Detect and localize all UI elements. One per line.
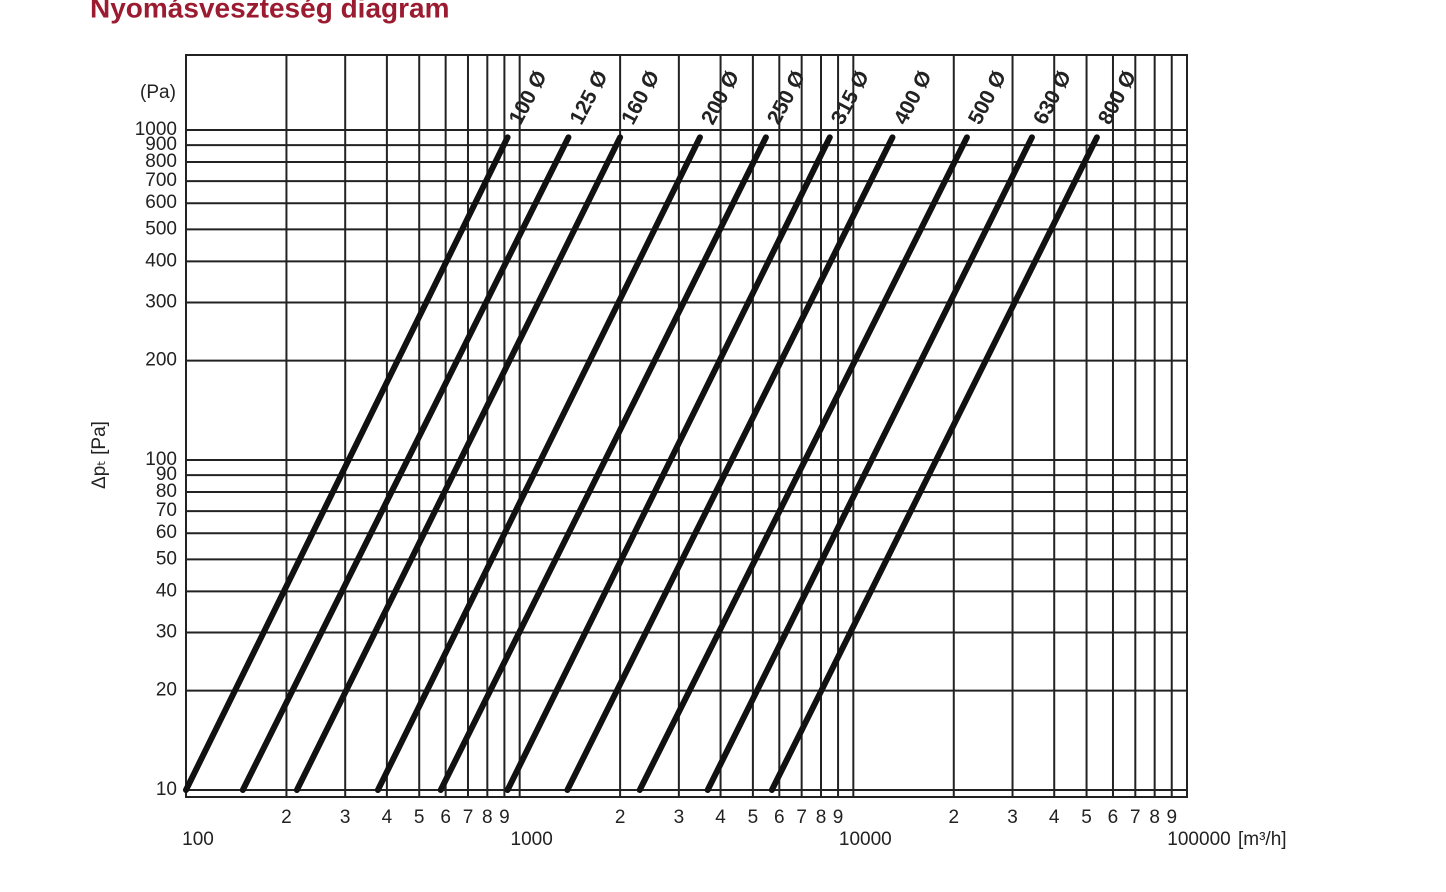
x-tick-label: 4 (715, 807, 726, 828)
x-tick-label: 9 (499, 807, 510, 828)
y-tick-label: 80 (156, 481, 177, 502)
x-tick-label: 6 (1108, 807, 1119, 828)
y-tick-label: 70 (156, 500, 177, 521)
series-line (504, 134, 833, 793)
x-tick-label: 10000 (839, 829, 892, 850)
y-tick-label: 800 (145, 151, 177, 172)
y-tick-label: 700 (145, 170, 177, 191)
x-tick-label: 2 (281, 807, 292, 828)
y-tick-label: 900 (145, 134, 177, 155)
x-unit: [m³/h] (1238, 829, 1287, 850)
series-label: 630 Ø (1029, 67, 1076, 128)
x-tick-label: 8 (1149, 807, 1160, 828)
series-line (768, 134, 1100, 793)
y-tick-label: 400 (145, 250, 177, 271)
series-label: 250 Ø (763, 67, 810, 128)
series-label: 160 Ø (617, 67, 664, 128)
x-tick-label: 5 (414, 807, 425, 828)
x-tick-label: 9 (1166, 807, 1177, 828)
x-tick-label: 100000 (1167, 829, 1230, 850)
series-label: 500 Ø (964, 67, 1011, 128)
series-line (293, 134, 624, 793)
x-tick-label: 1000 (511, 829, 553, 850)
x-tick-label: 3 (340, 807, 351, 828)
x-tick-label: 7 (463, 807, 474, 828)
y-tick-label: 1000 (135, 119, 177, 140)
y-tick-label: 30 (156, 622, 177, 643)
chart-title: Nyomásveszteség diagram (90, 0, 450, 23)
series-label: 125 Ø (565, 67, 612, 128)
x-tick-label: 6 (774, 807, 785, 828)
x-tick-label: 100 (182, 829, 214, 850)
y-tick-label: 200 (145, 350, 177, 371)
y-axis-label: Δpₜ [Pa] (89, 421, 110, 489)
x-tick-label: 4 (1049, 807, 1060, 828)
x-tick-label: 7 (796, 807, 807, 828)
series-line (704, 134, 1035, 793)
series-line (183, 134, 511, 793)
y-tick-label: 10 (156, 779, 177, 800)
y-tick-label: 50 (156, 548, 177, 569)
y-tick-label: 600 (145, 192, 177, 213)
series-line (239, 134, 572, 793)
series-line (437, 134, 769, 793)
series-label: 315 Ø (827, 67, 874, 128)
y-tick-label: 40 (156, 580, 177, 601)
y-unit: (Pa) (140, 82, 176, 103)
x-tick-label: 3 (1007, 807, 1018, 828)
x-tick-label: 8 (816, 807, 827, 828)
x-tick-label: 8 (482, 807, 493, 828)
x-tick-label: 7 (1130, 807, 1141, 828)
x-tick-label: 5 (1081, 807, 1092, 828)
x-tick-label: 3 (674, 807, 685, 828)
x-tick-label: 4 (382, 807, 393, 828)
series-label: 100 Ø (505, 67, 552, 128)
x-tick-label: 6 (440, 807, 451, 828)
y-tick-label: 90 (156, 464, 177, 485)
y-tick-label: 60 (156, 522, 177, 543)
series-label: 200 Ø (697, 67, 744, 128)
y-tick-label: 20 (156, 680, 177, 701)
series-line (636, 134, 970, 793)
x-tick-label: 2 (615, 807, 626, 828)
x-tick-label: 2 (948, 807, 959, 828)
series-line (374, 134, 703, 793)
x-tick-label: 5 (748, 807, 759, 828)
y-tick-label: 500 (145, 218, 177, 239)
series-label: 400 Ø (889, 67, 936, 128)
x-tick-label: 9 (833, 807, 844, 828)
series-label: 800 Ø (1094, 67, 1141, 128)
y-tick-label: 100 (145, 449, 177, 470)
y-tick-label: 300 (145, 292, 177, 313)
series-line (564, 134, 896, 793)
